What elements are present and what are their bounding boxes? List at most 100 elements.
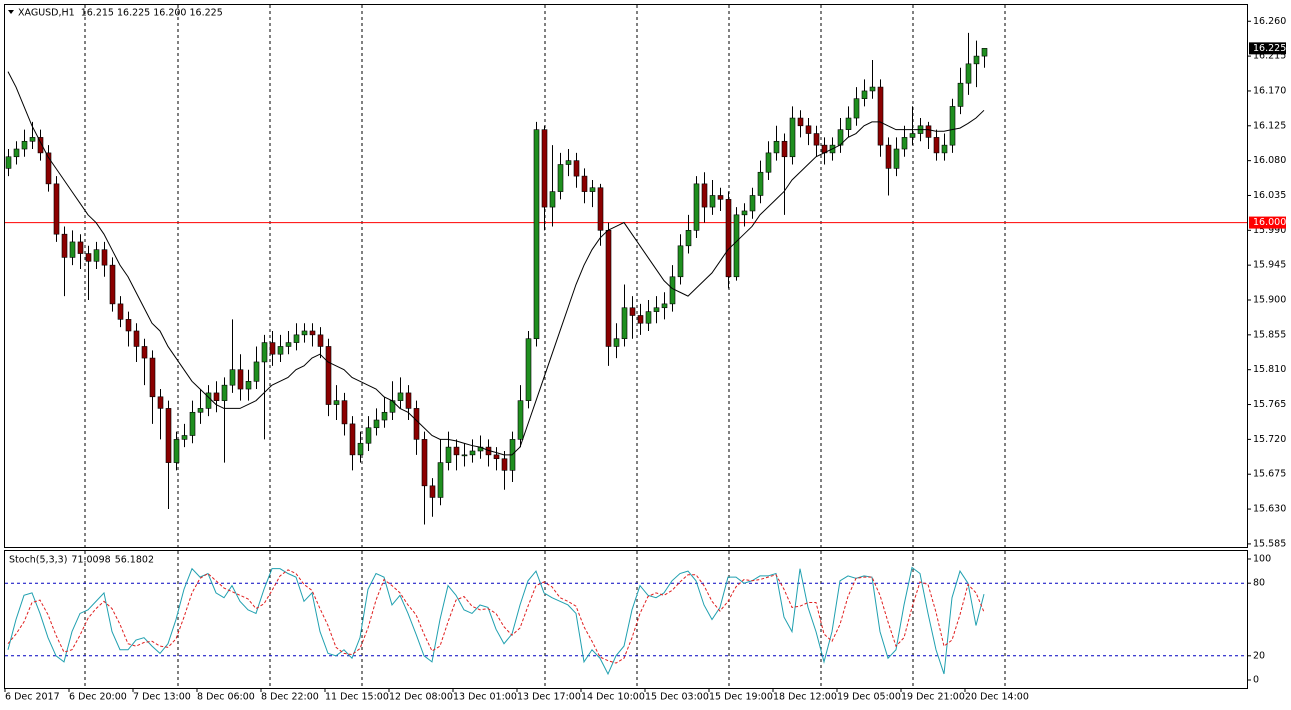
y-tick-label: 15.675 <box>1253 469 1286 480</box>
x-tick-label: 12 Dec 08:00 <box>389 692 453 703</box>
candle-body <box>845 117 852 130</box>
y-tick-label: 16.260 <box>1253 16 1286 27</box>
candle-body <box>597 187 604 231</box>
candle-body <box>909 133 916 138</box>
x-tick-label: 8 Dec 22:00 <box>261 692 319 703</box>
x-tick-label: 6 Dec 2017 <box>5 692 60 703</box>
y-tick-label: 16.080 <box>1253 155 1286 166</box>
candle-body <box>773 140 780 154</box>
candle-body <box>333 400 340 405</box>
y-tick-label: 16.125 <box>1253 120 1286 131</box>
candle-body <box>581 175 588 192</box>
y-tick-label: 100 <box>1253 553 1271 564</box>
candle-body <box>469 450 476 456</box>
candle-body <box>621 307 628 340</box>
x-tick-label: 19 Dec 05:00 <box>837 692 901 703</box>
candle-body <box>461 454 468 457</box>
candle-body <box>13 148 20 158</box>
candle-body <box>125 319 132 332</box>
candle-body <box>29 137 36 142</box>
y-tick-label: 16.035 <box>1253 190 1286 201</box>
stoch-main-value: 71.0098 <box>71 554 110 565</box>
candle-body <box>797 117 804 127</box>
candle-body <box>341 400 348 425</box>
candle-body <box>261 342 268 363</box>
x-tick-label: 19 Dec 21:00 <box>901 692 965 703</box>
candle-body <box>805 125 812 134</box>
y-tick-label: 15.855 <box>1253 329 1286 340</box>
candle-body <box>365 427 372 444</box>
candle-body <box>93 249 100 262</box>
candle-body <box>565 160 572 165</box>
candles <box>5 32 988 525</box>
y-tick-label: 15.720 <box>1253 434 1286 445</box>
candle-body <box>133 330 140 347</box>
candle-body <box>517 400 524 440</box>
x-tick-label: 7 Dec 13:00 <box>133 692 191 703</box>
candle-body <box>429 485 436 498</box>
candle-body <box>685 230 692 247</box>
candle-body <box>109 264 116 305</box>
y-tick-label: 15.630 <box>1253 504 1286 515</box>
candle-body <box>749 195 756 212</box>
x-tick-label: 15 Dec 19:00 <box>709 692 773 703</box>
candle-body <box>277 346 284 355</box>
candle-body <box>669 276 676 305</box>
candle-body <box>893 148 900 169</box>
menu-arrow[interactable] <box>8 10 14 14</box>
y-tick-label: 80 <box>1253 578 1265 589</box>
candle-body <box>349 423 356 456</box>
candle-body <box>813 133 820 146</box>
candle-body <box>933 137 940 154</box>
symbol-header: XAGUSD,H1 16.215 16.225 16.200 16.225 <box>18 7 223 18</box>
candle-body <box>357 442 364 456</box>
candle-body <box>541 129 548 208</box>
y-tick-label: 0 <box>1253 675 1259 686</box>
candle-body <box>853 98 860 119</box>
stoch-signal-value: 56.1802 <box>115 554 154 565</box>
symbol: XAGUSD,H1 <box>18 7 75 18</box>
stoch-title: Stoch(5,3,3) <box>9 554 67 565</box>
candle-body <box>717 195 724 200</box>
y-tick-label: 15.945 <box>1253 260 1286 271</box>
candle-body <box>725 199 732 278</box>
candle-body <box>253 361 260 382</box>
candle-body <box>605 230 612 347</box>
candle-body <box>573 160 580 177</box>
candle-body <box>285 342 292 347</box>
candle-body <box>629 307 636 316</box>
candle-body <box>165 408 172 463</box>
candle-body <box>637 315 644 324</box>
candle-body <box>445 446 452 463</box>
y-tick-label: 15.900 <box>1253 295 1286 306</box>
x-tick-label: 18 Dec 12:00 <box>773 692 837 703</box>
candle-body <box>181 435 188 440</box>
stoch-line <box>7 566 985 676</box>
candle-body <box>269 342 276 355</box>
candle-body <box>525 338 532 401</box>
y-tick-label: 15.765 <box>1253 399 1286 410</box>
candle-body <box>957 82 964 107</box>
y-tick-label: 15.990 <box>1253 225 1286 236</box>
candle-body <box>861 90 868 99</box>
candle-body <box>293 334 300 343</box>
candle-body <box>229 369 236 386</box>
y-tick-label: 16.215 <box>1253 51 1286 62</box>
candle-body <box>309 330 316 336</box>
candle-body <box>85 253 92 262</box>
candle-body <box>325 346 332 405</box>
candle-body <box>765 152 772 173</box>
x-tick-label: 13 Dec 17:00 <box>517 692 581 703</box>
candle-body <box>157 396 164 409</box>
candle-body <box>757 171 764 196</box>
x-tick-label: 15 Dec 03:00 <box>645 692 709 703</box>
candle-body <box>101 249 108 266</box>
x-tick-label: 11 Dec 15:00 <box>325 692 389 703</box>
candle-body <box>645 311 652 324</box>
candle-body <box>741 210 748 216</box>
candle-body <box>877 86 884 146</box>
candle-body <box>949 106 956 146</box>
x-tick-label: 6 Dec 20:00 <box>69 692 127 703</box>
candle-body <box>869 86 876 92</box>
